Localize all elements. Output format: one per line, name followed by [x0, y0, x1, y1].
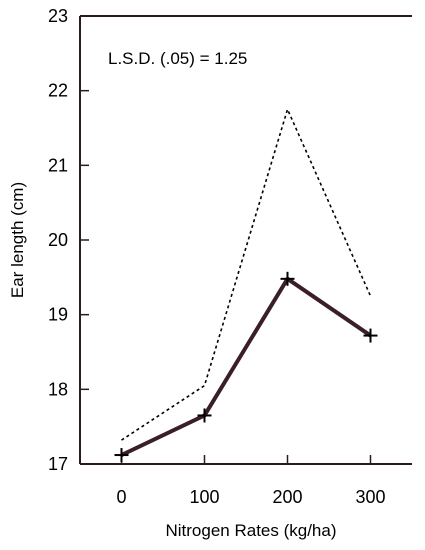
dotted-series-line	[121, 107, 372, 441]
y-tick-label: 17	[48, 454, 68, 474]
series-layer	[114, 107, 378, 463]
x-tick-label: 300	[355, 487, 385, 507]
x-axis-title: Nitrogen Rates (kg/ha)	[165, 521, 336, 540]
y-tick-label: 21	[48, 155, 68, 175]
x-tick-label: 200	[272, 487, 302, 507]
y-tick-label: 20	[48, 230, 68, 250]
plot-frame	[79, 15, 412, 465]
y-tick-label: 22	[48, 81, 68, 101]
data-point-marker	[363, 328, 378, 343]
y-tick-label: 23	[48, 6, 68, 26]
y-axis-ticks: 17 18 19 20 21 22 23	[48, 6, 89, 474]
data-point-marker	[114, 448, 129, 463]
data-point-marker	[197, 408, 212, 423]
x-tick-label: 100	[189, 487, 219, 507]
y-axis-title: Ear length (cm)	[8, 182, 27, 298]
solid-series-line	[120, 276, 372, 457]
data-point-marker	[280, 271, 295, 286]
x-axis-ticks: 0 100 200 300	[116, 455, 386, 507]
x-tick-label: 0	[116, 487, 126, 507]
y-tick-label: 19	[48, 305, 68, 325]
lsd-annotation: L.S.D. (.05) = 1.25	[108, 49, 247, 68]
y-tick-label: 18	[48, 379, 68, 399]
